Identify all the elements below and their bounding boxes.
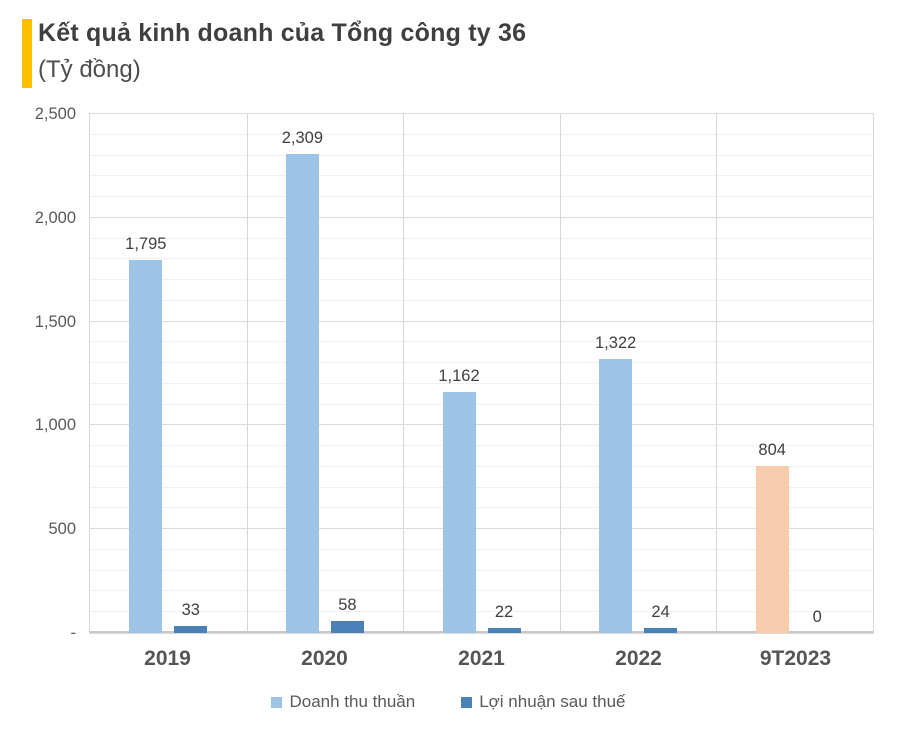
legend-item: Lợi nhuận sau thuế [461, 692, 626, 712]
category-separator [403, 114, 405, 633]
bar-value-label: 22 [494, 603, 514, 622]
minor-gridline [90, 445, 873, 447]
minor-gridline [90, 362, 873, 364]
x-axis-category-label: 2021 [458, 647, 505, 670]
major-gridline [90, 320, 873, 322]
minor-gridline [90, 237, 873, 239]
x-axis-line [90, 631, 873, 633]
bar-value-label: 58 [338, 595, 357, 614]
legend-label: Doanh thu thuần [289, 692, 416, 711]
bar-value-label: 1,322 [594, 333, 637, 352]
bar-value-label: 2,309 [281, 128, 324, 147]
chart-subtitle: (Tỷ đồng) [38, 56, 141, 83]
category-separator [559, 114, 561, 633]
minor-gridline [90, 486, 873, 488]
minor-gridline [90, 154, 873, 156]
major-gridline [90, 424, 873, 426]
category-separator [716, 114, 718, 633]
y-axis-tick-label: 2,000 [34, 208, 76, 227]
legend-swatch [271, 696, 283, 708]
minor-gridline [90, 341, 873, 343]
x-axis-category-label: 2019 [144, 647, 191, 670]
major-gridline [90, 113, 873, 114]
x-axis-category-label: 9T2023 [759, 647, 832, 670]
x-axis-category-label: 2022 [615, 647, 662, 670]
bar-lợi-nhuận-sau-thuế-2020 [330, 620, 364, 633]
chart-title: Kết quả kinh doanh của Tổng công ty 36 [38, 19, 527, 47]
bar-value-label: 33 [181, 601, 200, 620]
minor-gridline [90, 403, 873, 405]
bar-lợi-nhuận-sau-thuế-2022 [644, 628, 678, 633]
title-accent-bar [22, 19, 32, 88]
major-gridline [90, 528, 873, 530]
bar-lợi-nhuận-sau-thuế-2019 [174, 626, 208, 633]
legend-item: Doanh thu thuần [271, 692, 415, 712]
minor-gridline [90, 196, 873, 198]
legend-swatch [461, 696, 473, 708]
legend: Doanh thu thuần Lợi nhuận sau thuế [0, 692, 897, 712]
bar-doanh-thu-thuần-9T2023 [755, 466, 789, 633]
bar-value-label: 1,795 [125, 235, 167, 254]
bar-doanh-thu-thuần-2020 [285, 153, 319, 633]
minor-gridline [90, 569, 873, 571]
x-axis-category-label: 2020 [301, 647, 348, 670]
minor-gridline [90, 258, 873, 260]
bar-doanh-thu-thuần-2022 [599, 358, 633, 633]
y-axis-tick-label: 500 [48, 520, 76, 539]
minor-gridline [90, 611, 873, 613]
bar-value-label: 804 [758, 441, 786, 460]
bar-doanh-thu-thuần-2019 [129, 260, 163, 633]
y-axis-tick-label: 2,500 [34, 105, 76, 123]
minor-gridline [90, 548, 873, 550]
bar-lợi-nhuận-sau-thuế-2021 [487, 628, 521, 633]
bar-doanh-thu-thuần-2021 [442, 391, 476, 633]
minor-gridline [90, 590, 873, 592]
y-axis-tick-label: - [70, 624, 77, 642]
minor-gridline [90, 175, 873, 177]
minor-gridline [90, 382, 873, 384]
bar-value-label: 0 [812, 608, 822, 626]
minor-gridline [90, 279, 873, 281]
minor-gridline [90, 133, 873, 135]
minor-gridline [90, 299, 873, 301]
bar-value-label: 24 [651, 603, 670, 622]
y-axis-tick-label: 1,500 [34, 312, 76, 331]
plot-area: 1,795 2,309 1,162 1,322 804 33 58 22 24 0 [89, 113, 874, 634]
minor-gridline [90, 507, 873, 509]
minor-gridline [90, 465, 873, 467]
category-separator [246, 114, 248, 633]
major-gridline [90, 216, 873, 218]
bar-value-label: 1,162 [438, 366, 480, 385]
legend-label: Lợi nhuận sau thuế [479, 692, 626, 711]
y-axis-tick-label: 1,000 [34, 416, 76, 435]
